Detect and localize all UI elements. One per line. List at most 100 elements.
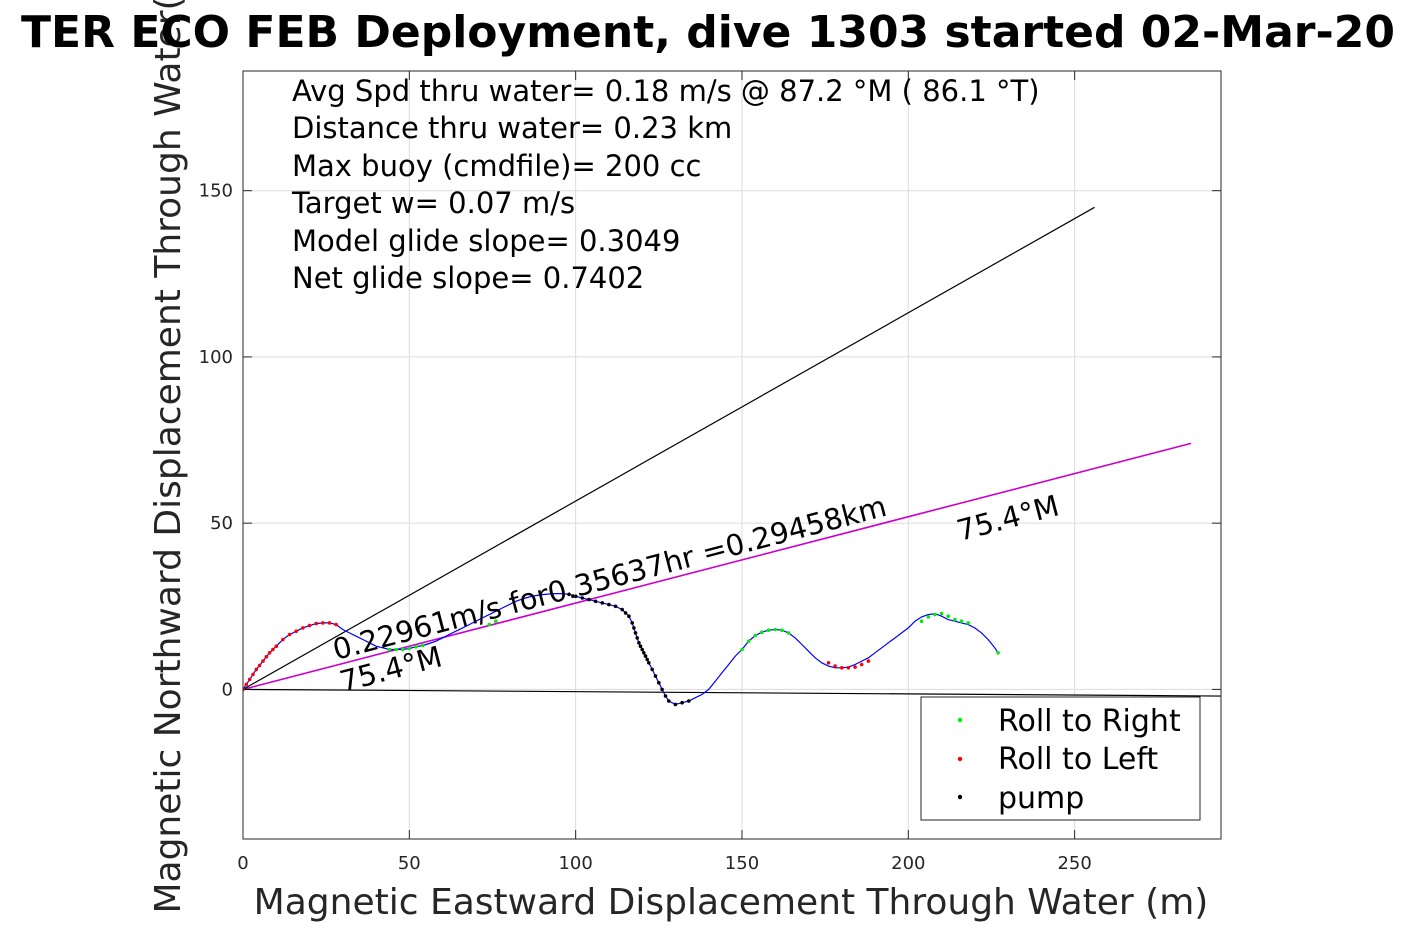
- roll-left-point: [840, 666, 844, 670]
- pump-point: [643, 654, 648, 658]
- pump-point: [630, 621, 634, 625]
- pump-point: [635, 636, 639, 640]
- roll-right-point: [780, 628, 784, 632]
- legend-marker-pump: [957, 794, 963, 800]
- roll-left-point: [267, 651, 272, 655]
- pump-point: [573, 594, 578, 599]
- y-tick-label: 150: [199, 181, 233, 202]
- y-tick-label: 50: [210, 513, 233, 534]
- pump-point: [580, 596, 585, 600]
- pump-point: [593, 599, 598, 604]
- pump-point: [623, 611, 628, 615]
- roll-left-point: [244, 682, 249, 687]
- roll-right-point: [487, 622, 492, 627]
- roll-right-point: [919, 619, 924, 623]
- pump-point: [640, 647, 644, 652]
- roll-left-point: [247, 677, 252, 682]
- legend: Roll to Right Roll to Left pump: [920, 696, 1201, 821]
- roll-right-point: [740, 647, 744, 652]
- roll-right-point: [394, 647, 398, 652]
- roll-right-point: [494, 619, 498, 623]
- roll-right-point: [926, 615, 931, 619]
- roll-right-point: [414, 645, 418, 649]
- pump-point: [642, 651, 646, 655]
- reference-line-b: [243, 688, 1221, 697]
- roll-right-point: [766, 628, 771, 632]
- pump-point: [627, 614, 631, 618]
- roll-right-point: [753, 633, 758, 638]
- pump-point: [653, 674, 658, 678]
- roll-left-point: [281, 637, 285, 642]
- roll-left-point: [833, 664, 837, 668]
- roll-right-point: [946, 614, 950, 618]
- pump-point: [673, 702, 678, 707]
- pump-point: [687, 699, 691, 703]
- roll-left-point: [257, 663, 262, 668]
- y-tick-label: 100: [199, 347, 233, 368]
- x-tick-label: 150: [725, 853, 759, 874]
- pump-point: [607, 602, 611, 607]
- roll-right-point: [933, 612, 937, 617]
- roll-left-point: [254, 667, 259, 672]
- pump-point: [620, 607, 624, 612]
- pump-point: [637, 641, 641, 645]
- info-line-max-buoy: Max buoy (cmdfile)= 200 cc: [292, 149, 701, 183]
- roll-left-point: [826, 661, 831, 665]
- roll-left-point: [314, 621, 319, 626]
- y-tick-label: 0: [222, 679, 233, 700]
- pump-point: [638, 644, 643, 648]
- heading-line: [243, 442, 1192, 691]
- roll-left-point: [287, 632, 292, 637]
- roll-right-point: [966, 621, 970, 625]
- pump-point: [632, 626, 636, 630]
- roll-left-point: [334, 622, 338, 627]
- info-line-net-glide: Net glide slope= 0.7402: [292, 261, 644, 295]
- pump-point: [645, 657, 649, 662]
- legend-box: [920, 696, 1201, 821]
- roll-right-point: [420, 643, 425, 648]
- x-tick-label: 200: [891, 853, 925, 874]
- roll-right-point: [953, 617, 957, 622]
- x-tick-label: 100: [558, 853, 592, 874]
- roll-left-point: [271, 647, 275, 652]
- roll-right-point: [959, 619, 964, 623]
- roll-right-point: [939, 611, 944, 616]
- pump-point: [600, 601, 605, 605]
- legend-marker-roll-right: [957, 717, 963, 723]
- x-axis-label: Magnetic Eastward Displacement Through W…: [254, 882, 1209, 923]
- roll-right-point: [407, 646, 412, 651]
- pump-point: [680, 700, 684, 705]
- roll-left-point: [264, 655, 269, 659]
- roll-left-point: [846, 666, 851, 670]
- info-line-target-w: Target w= 0.07 m/s: [291, 186, 575, 220]
- roll-left-point: [321, 621, 325, 625]
- chart-title: TER ECO FEB Deployment, dive 1303 starte…: [21, 7, 1395, 58]
- roll-left-point: [301, 626, 305, 630]
- roll-right-point: [760, 630, 764, 634]
- roll-left-point: [853, 665, 857, 669]
- y-axis-label: Magnetic Northward Displacement Through …: [148, 0, 189, 914]
- roll-right-point: [387, 647, 392, 652]
- x-tick-label: 50: [398, 853, 421, 874]
- roll-left-point: [261, 659, 265, 663]
- roll-right-point: [746, 639, 751, 643]
- info-line-distance: Distance thru water= 0.23 km: [292, 111, 732, 145]
- axes-frame: [242, 70, 1222, 840]
- roll-left-point: [866, 659, 871, 663]
- reference-line-a: [243, 206, 1095, 690]
- roll-right-point: [786, 631, 791, 635]
- roll-right-point: [400, 647, 405, 652]
- pump-point: [587, 597, 591, 602]
- roll-left-point: [251, 672, 255, 677]
- roll-left-point: [274, 644, 279, 648]
- pump-point: [647, 661, 651, 665]
- x-tick-label: 0: [237, 853, 248, 874]
- roll-right-point: [773, 627, 777, 632]
- pump-point: [613, 604, 618, 609]
- pump-point: [650, 667, 654, 672]
- info-line-avg-speed: Avg Spd thru water= 0.18 m/s @ 87.2 °M (…: [292, 74, 1040, 108]
- legend-label-pump: pump: [998, 781, 1084, 816]
- info-block: Avg Spd thru water= 0.18 m/s @ 87.2 °M (…: [291, 74, 1040, 295]
- roll-left-point: [307, 623, 312, 628]
